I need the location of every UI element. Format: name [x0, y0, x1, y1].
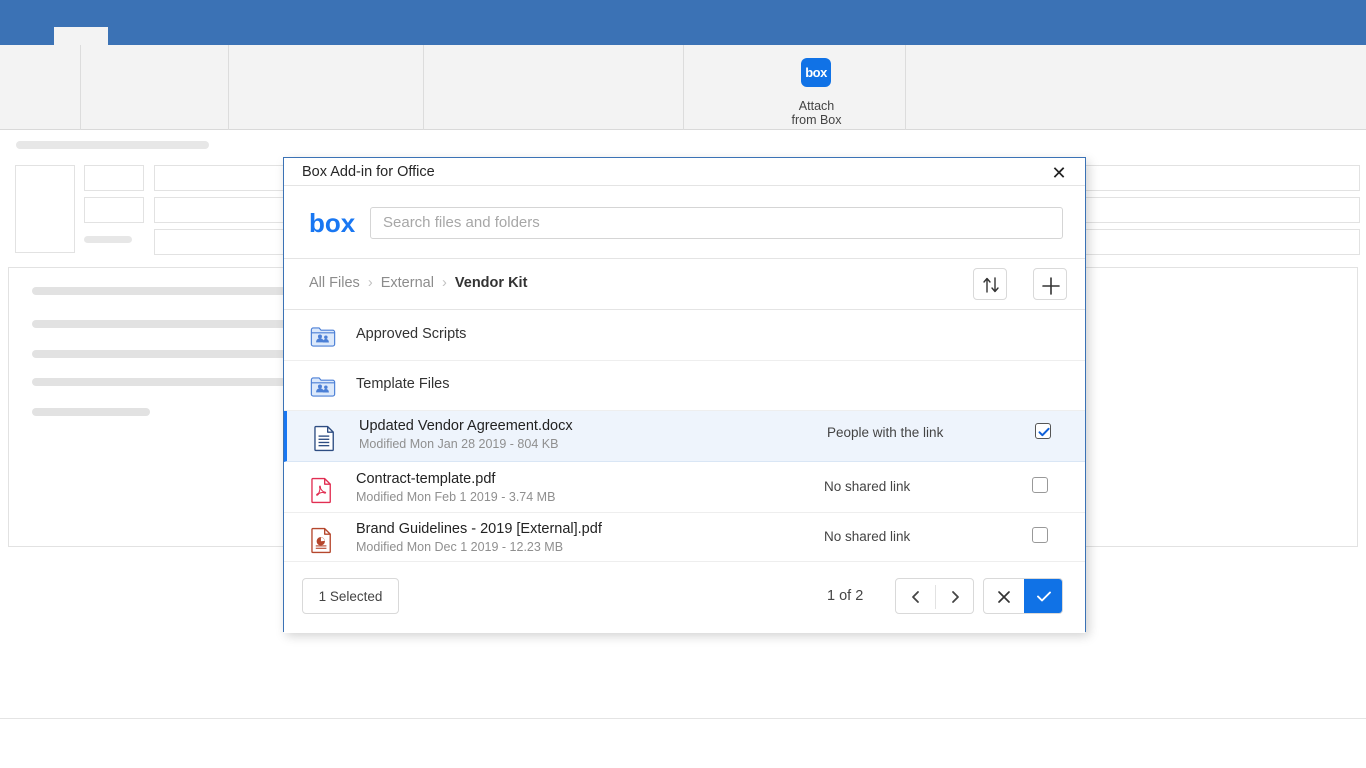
svg-text:box: box: [309, 208, 355, 238]
